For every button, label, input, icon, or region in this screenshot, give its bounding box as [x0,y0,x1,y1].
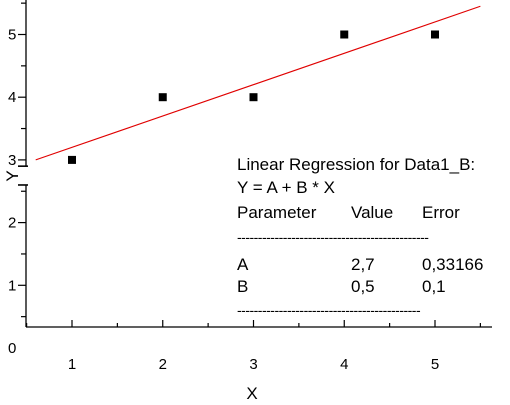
y-tick-label: 1 [8,277,16,294]
data-point [68,155,76,164]
x-tick-label: 2 [159,356,167,373]
regression-line [35,5,481,161]
x-axis-title: X [246,384,257,403]
data-point [431,30,439,39]
axes: 1 2 3 4 5 0 1 2 3 4 5 [8,0,492,373]
annotation-equation: Y = A + B * X [237,178,335,197]
row-b-error: 0,1 [422,277,446,296]
y-axis-title: Y [3,170,22,181]
row-a-param: A [237,255,249,274]
y-tick-label: 4 [8,89,16,106]
data-point [158,93,167,102]
annotation-title: Linear Regression for Data1_B: [237,155,475,174]
row-a-error: 0,33166 [422,255,483,274]
annotation-rule-bottom: ----------------------------------------… [237,302,421,318]
header-error: Error [422,203,460,222]
y-tick-label: 0 [8,340,16,357]
annotation-rule-top: ----------------------------------------… [237,229,429,245]
row-a-value: 2,7 [351,255,375,274]
row-b-param: B [237,277,248,296]
x-tick-label: 5 [431,356,439,373]
x-tick-label: 1 [68,356,76,373]
x-tick-label: 3 [249,356,257,373]
header-parameter: Parameter [237,203,317,222]
y-tick-label: 3 [8,152,16,169]
x-tick-label: 4 [340,356,348,373]
row-b-value: 0,5 [351,277,375,296]
data-point [249,93,258,102]
regression-annotation: Linear Regression for Data1_B: Y = A + B… [237,155,483,318]
y-tick-label: 5 [8,27,16,44]
data-marks [35,5,481,164]
header-value: Value [351,203,393,222]
y-tick-label: 2 [8,215,16,232]
data-point [340,30,349,39]
